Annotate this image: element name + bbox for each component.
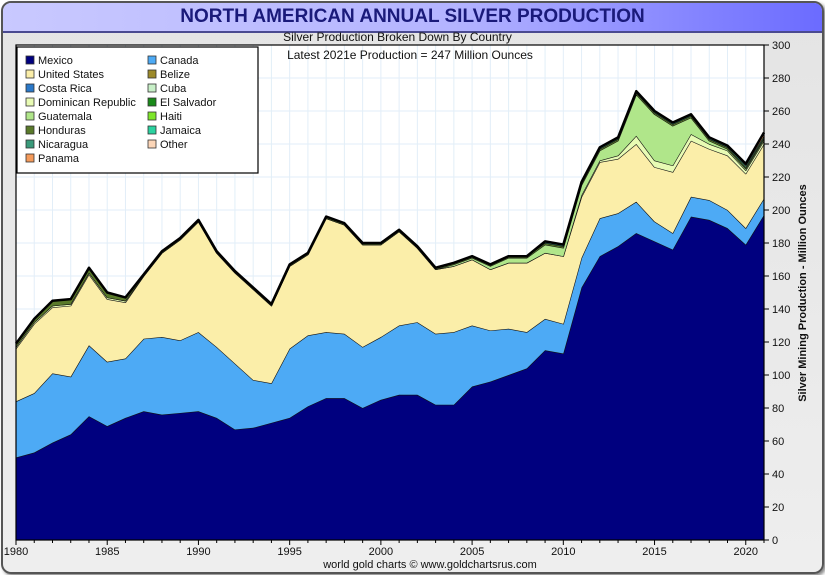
legend-swatch — [147, 69, 157, 79]
y-tick-label: 200 — [772, 205, 790, 217]
total-outline — [14, 89, 766, 345]
title-bar: NORTH AMERICAN ANNUAL SILVER PRODUCTION — [3, 3, 822, 33]
y-tick-label: 140 — [772, 304, 790, 316]
y-tick-label: 280 — [772, 73, 790, 85]
chart-title: NORTH AMERICAN ANNUAL SILVER PRODUCTION — [180, 6, 645, 27]
legend-swatch — [147, 125, 157, 135]
legend-label: Canada — [160, 55, 199, 67]
y-tick-label: 0 — [772, 535, 778, 547]
x-tick-label: 2005 — [460, 546, 484, 558]
x-tick-label: 1985 — [95, 546, 119, 558]
legend-label: Costa Rica — [38, 83, 93, 95]
x-tick-label: 2020 — [734, 546, 758, 558]
plot-border — [15, 44, 765, 541]
legend-swatch — [25, 153, 35, 163]
legend-label: Other — [160, 139, 188, 151]
chart-subtitle: Silver Production Broken Down By Country — [283, 30, 512, 44]
legend-swatch — [147, 111, 157, 121]
y-tick-label: 120 — [772, 337, 790, 349]
y-tick-label: 300 — [772, 40, 790, 52]
area-honduras — [16, 92, 764, 347]
y-tick-label: 60 — [772, 436, 784, 448]
legend-swatch — [25, 97, 35, 107]
legend: Mexico Canada United States Belize Costa Ric… — [16, 46, 259, 174]
legend-label: Belize — [160, 69, 190, 81]
x-tick-label: 2000 — [369, 546, 393, 558]
legend-swatch — [25, 55, 35, 65]
legend-label: El Salvador — [160, 97, 217, 109]
legend-swatch — [147, 139, 157, 149]
stacked-areas — [14, 89, 766, 540]
legend-label: Nicaragua — [38, 139, 89, 151]
legend-swatch — [25, 111, 35, 121]
x-tick-label: 1980 — [4, 546, 28, 558]
area-guatemala — [16, 94, 764, 347]
legend-swatch — [25, 125, 35, 135]
x-tick-label: 2015 — [642, 546, 666, 558]
legend-swatch — [25, 83, 35, 93]
legend-swatch — [25, 139, 35, 149]
legend-label: Guatemala — [38, 111, 93, 123]
y-axis-label: Silver Mining Production - Million Ounce… — [797, 184, 809, 402]
legend-swatch — [147, 83, 157, 93]
axes: 0 20 40 60 80 100 120 140 160 180 200 220 240 260 280 3… — [4, 40, 791, 558]
legend-box — [16, 46, 259, 174]
area-canada — [16, 196, 764, 458]
y-tick-label: 220 — [772, 172, 790, 184]
y-tick-label: 260 — [772, 106, 790, 118]
legend-label: Haiti — [160, 111, 182, 123]
x-tick-label: 2010 — [551, 546, 575, 558]
x-tick-label: 1990 — [186, 546, 210, 558]
legend-label: United States — [38, 69, 105, 81]
legend-label: Mexico — [38, 55, 73, 67]
footer-credit: world gold charts © www.goldchartsrus.co… — [322, 559, 537, 571]
y-tick-label: 180 — [772, 238, 790, 250]
y-tick-label: 240 — [772, 139, 790, 151]
legend-label: Cuba — [160, 83, 187, 95]
x-tick-label: 1995 — [277, 546, 301, 558]
legend-label: Honduras — [38, 125, 86, 137]
area-mexico — [16, 214, 764, 540]
production-annotation: Latest 2021e Production = 247 Million Ou… — [287, 48, 533, 62]
legend-label: Dominican Republic — [38, 97, 136, 109]
legend-label: Jamaica — [160, 125, 202, 137]
y-tick-label: 40 — [772, 469, 784, 481]
legend-swatch — [147, 97, 157, 107]
y-tick-label: 160 — [772, 271, 790, 283]
y-tick-label: 80 — [772, 403, 784, 415]
area-united-states — [16, 140, 764, 402]
legend-swatch — [25, 69, 35, 79]
legend-swatch — [147, 55, 157, 65]
y-tick-label: 100 — [772, 370, 790, 382]
y-tick-label: 20 — [772, 502, 784, 514]
legend-label: Panama — [38, 153, 80, 165]
